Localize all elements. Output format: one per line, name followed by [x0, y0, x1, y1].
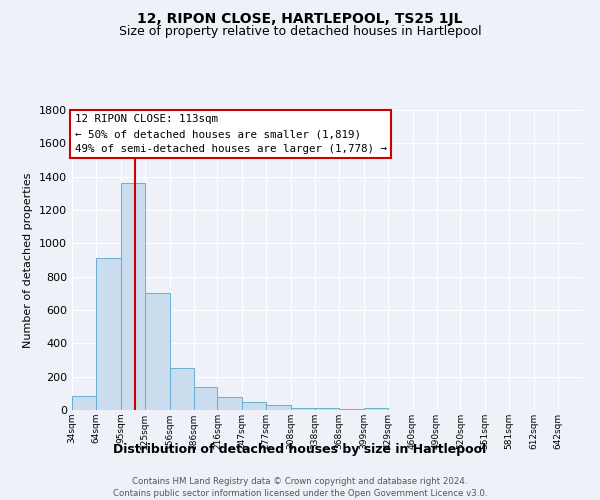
Text: 12 RIPON CLOSE: 113sqm
← 50% of detached houses are smaller (1,819)
49% of semi-: 12 RIPON CLOSE: 113sqm ← 50% of detached… — [74, 114, 386, 154]
Text: Contains HM Land Registry data © Crown copyright and database right 2024.: Contains HM Land Registry data © Crown c… — [132, 478, 468, 486]
Bar — [339, 409, 364, 410]
Bar — [72, 396, 96, 410]
Bar — [96, 258, 121, 410]
Y-axis label: Number of detached properties: Number of detached properties — [23, 172, 34, 348]
Bar — [170, 368, 194, 410]
Bar — [266, 405, 291, 410]
Bar — [364, 408, 388, 410]
Text: 12, RIPON CLOSE, HARTLEPOOL, TS25 1JL: 12, RIPON CLOSE, HARTLEPOOL, TS25 1JL — [137, 12, 463, 26]
Text: Size of property relative to detached houses in Hartlepool: Size of property relative to detached ho… — [119, 25, 481, 38]
Bar — [217, 396, 242, 410]
Bar — [291, 408, 315, 410]
Bar — [145, 292, 170, 410]
Bar — [194, 386, 217, 410]
Text: Contains public sector information licensed under the Open Government Licence v3: Contains public sector information licen… — [113, 489, 487, 498]
Text: Distribution of detached houses by size in Hartlepool: Distribution of detached houses by size … — [113, 442, 487, 456]
Bar — [315, 408, 339, 410]
Bar — [242, 402, 266, 410]
Bar — [121, 182, 145, 410]
